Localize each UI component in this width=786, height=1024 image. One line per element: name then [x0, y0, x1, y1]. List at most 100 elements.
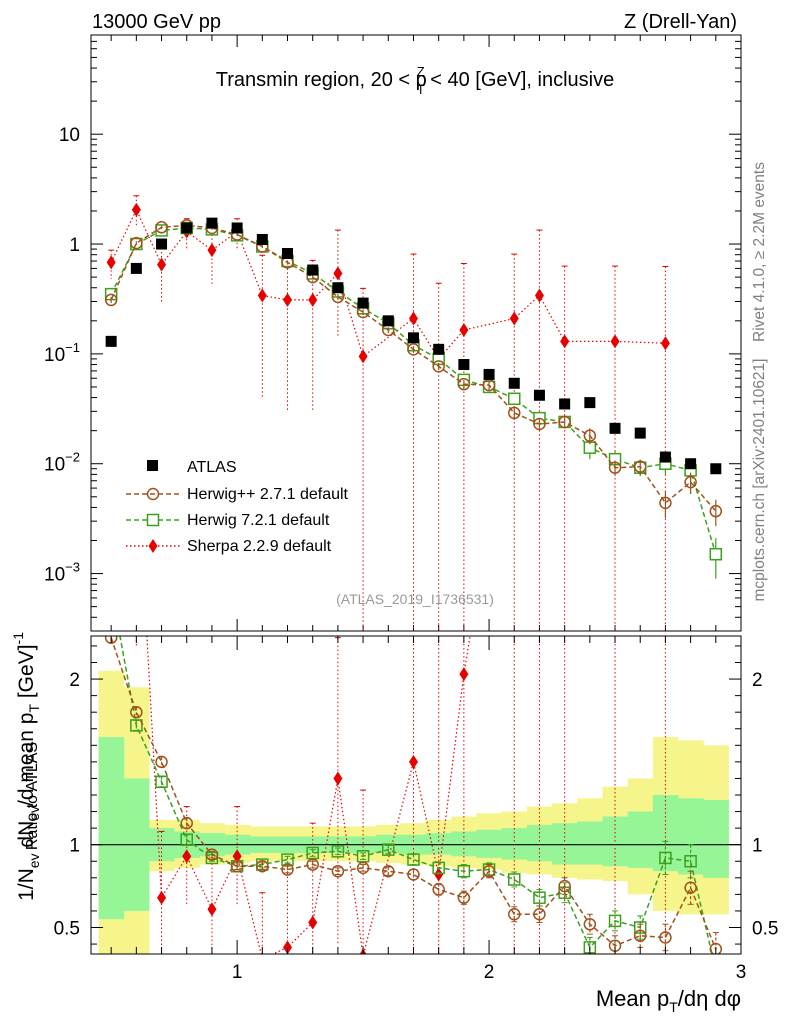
- sherpa-ratio-point: [333, 771, 343, 786]
- title-sup: Z: [417, 64, 425, 79]
- herwig7-ratio-point: [155, 775, 168, 788]
- herwig7-ratio-point: [130, 719, 143, 732]
- atlas-band-inner: [577, 821, 603, 865]
- herwigpp-ratio-point: [533, 908, 546, 921]
- main-y-tick-label: 10: [59, 125, 80, 146]
- atlas-point: [533, 389, 545, 401]
- sherpa-ratio-point: [182, 849, 192, 864]
- herwigpp-ratio-point: [256, 859, 269, 873]
- y-tick-base: 10: [44, 345, 65, 366]
- legend: ATLAS Herwig++ 2.7.1 default Herwig 7.2.…: [126, 459, 349, 555]
- herwig7-ratio-point: [457, 864, 471, 878]
- herwigpp-ratio-point: [230, 859, 244, 873]
- herwigpp-ratio-point: [104, 636, 118, 644]
- sherpa-ratio-point: [408, 754, 418, 769]
- x-tick-label: 2: [484, 962, 495, 983]
- energy-label: 13000 GeV pp: [92, 11, 221, 33]
- sherpa-point: [106, 255, 116, 270]
- legend-label-sherpa: Sherpa 2.2.9 default: [187, 538, 332, 555]
- herwigpp-ratio-point: [356, 861, 370, 875]
- ratio-y-tick-label-right: 0.5: [752, 919, 778, 940]
- herwigpp-ratio-point: [633, 929, 647, 943]
- ratio-panel: 2 21 10.5 0.51 2 3 Ratio to ATLAS Mean pT/dη …: [24, 582, 778, 1015]
- herwig7-ratio-point: [508, 873, 521, 886]
- main-y-tick-label: 1: [69, 235, 80, 256]
- sherpa-ratio-point: [459, 667, 469, 682]
- sherpa-point: [257, 288, 267, 303]
- atlas-point: [508, 377, 520, 389]
- herwigpp-ratio-point: [407, 868, 420, 881]
- sherpa-ratio-point: [157, 890, 167, 905]
- sherpa-point: [283, 292, 293, 307]
- legend-entry-herwigpp: Herwig++ 2.7.1 default: [126, 486, 349, 503]
- herwig7-point: [155, 224, 168, 237]
- sherpa-point: [333, 266, 343, 281]
- atlas-band-inner: [703, 799, 729, 878]
- legend-entry-herwig7: Herwig 7.2.1 default: [126, 512, 330, 529]
- herwigpp-point: [457, 377, 471, 391]
- atlas-point: [282, 248, 294, 260]
- atlas-point: [559, 398, 571, 410]
- ylabel-a: 1/N: [15, 868, 38, 901]
- herwig7-point: [508, 392, 521, 406]
- atlas-point: [332, 282, 344, 294]
- herwigpp-point: [558, 415, 571, 429]
- herwigpp-ratio-point: [482, 864, 496, 878]
- legend-label-herwigpp: Herwig++ 2.7.1 default: [187, 486, 349, 503]
- ylabel-d: [GeV]: [15, 644, 38, 704]
- atlas-point: [659, 451, 671, 463]
- xlabel-b: /dη dφ: [678, 986, 741, 1011]
- legend-entry-atlas: ATLAS: [147, 459, 237, 476]
- herwigpp-point: [659, 496, 672, 510]
- atlas-point: [181, 222, 193, 234]
- main-y-tick-label: 10−1: [44, 340, 80, 366]
- title-head: Transmin region, 20 < p: [216, 69, 427, 91]
- herwigpp-ratio-point: [130, 705, 143, 719]
- ylabel-b-sub: ev: [26, 806, 42, 821]
- herwigpp-point: [533, 417, 546, 431]
- legend-entry-sherpa: Sherpa 2.2.9 default: [126, 538, 332, 555]
- ylabel-c-sub: T: [26, 704, 42, 713]
- ylabel-c: /d mean p: [15, 713, 38, 806]
- sherpa-point: [408, 311, 418, 326]
- atlas-point: [458, 359, 470, 371]
- legend-label-atlas: ATLAS: [187, 459, 237, 476]
- main-title: Transmin region, 20 < pZ T < 40 [GeV], in…: [216, 64, 615, 97]
- ratio-y-tick-label-left: 2: [69, 670, 80, 691]
- xlabel-a: Mean p: [596, 986, 669, 1011]
- herwig7-ratio-point: [382, 843, 395, 856]
- atlas-point: [407, 332, 419, 344]
- legend-marker-sherpa: [148, 539, 158, 553]
- title-tail: < 40 [GeV], inclusive: [425, 69, 615, 91]
- herwig7-ratio-point: [407, 853, 420, 866]
- ylabel-d-sup: -1: [10, 632, 26, 645]
- herwigpp-ratio-line: [110, 637, 717, 950]
- herwig7-ratio-point: [608, 914, 622, 928]
- herwig7-ratio-point: [684, 855, 697, 868]
- herwigpp-ratio-point: [684, 881, 697, 894]
- atlas-point: [231, 222, 243, 234]
- herwigpp-point: [407, 343, 420, 356]
- herwigpp-ratio-point: [709, 942, 723, 954]
- sherpa-ratio-point: [232, 849, 242, 864]
- herwig7-ratio-point: [106, 582, 117, 593]
- sherpa-ratio-point: [308, 915, 318, 930]
- herwigpp-ratio-point: [508, 908, 521, 921]
- y-tick-exponent: −2: [65, 450, 80, 465]
- atlas-point: [483, 368, 495, 380]
- herwigpp-point: [130, 236, 143, 250]
- ratio-y-tick-label-right: 2: [752, 670, 763, 691]
- herwig7-ratio-line: [119, 636, 713, 954]
- sherpa-point: [560, 334, 570, 349]
- process-label: Z (Drell-Yan): [624, 11, 737, 33]
- herwigpp-ratio-point: [558, 879, 571, 893]
- ratio-plot-area: 2 2 1 1 0.5 0.5 1 2 3: [54, 582, 778, 983]
- herwigpp-point: [684, 475, 697, 489]
- ylabel-a-sub: ev: [26, 853, 42, 868]
- atlas-band-inner: [526, 824, 553, 862]
- atlas-point: [156, 238, 168, 250]
- main-y-tick-label: 10−2: [44, 450, 80, 476]
- herwigpp-point: [155, 221, 168, 234]
